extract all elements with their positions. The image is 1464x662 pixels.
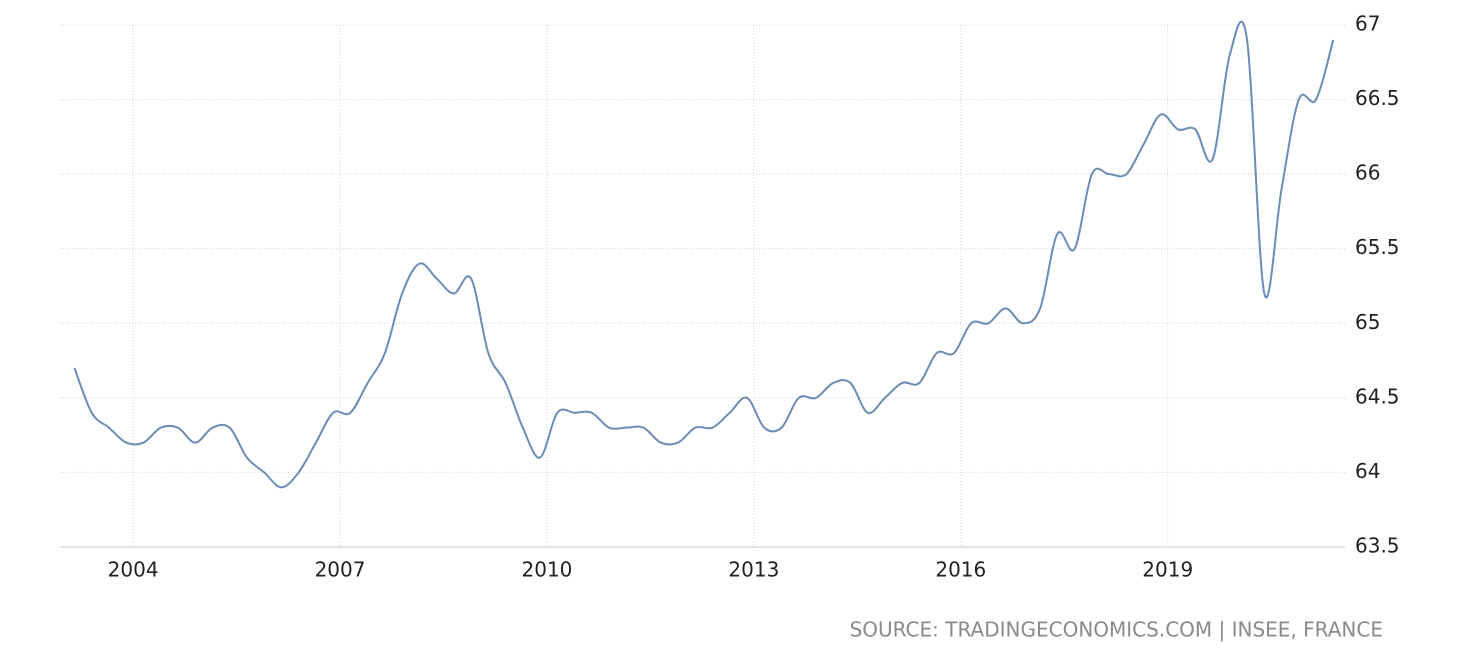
y-tick-label: 63.5 [1355, 534, 1400, 558]
series-line [73, 20, 1335, 489]
source: SOURCE: TRADINGECONOMICS.COM | INSEE, FR… [850, 618, 1383, 642]
y-tick-label: 64 [1355, 459, 1380, 483]
y-tick-label: 65 [1355, 310, 1380, 334]
y-tick-label: 64.5 [1355, 384, 1400, 408]
y-tick-label: 65.5 [1355, 235, 1400, 259]
x-tick-label: 2013 [728, 558, 779, 582]
y-tick-label: 67 [1355, 12, 1380, 36]
y-tick-label: 66.5 [1355, 86, 1400, 110]
x-tick-label: 2019 [1142, 558, 1193, 582]
x-tick-label: 2010 [522, 558, 573, 582]
x-tick-label: 2004 [108, 558, 159, 582]
x-tick-label: 2016 [935, 558, 986, 582]
x-tick-label: 2007 [315, 558, 366, 582]
y-tick-label: 66 [1355, 161, 1380, 185]
